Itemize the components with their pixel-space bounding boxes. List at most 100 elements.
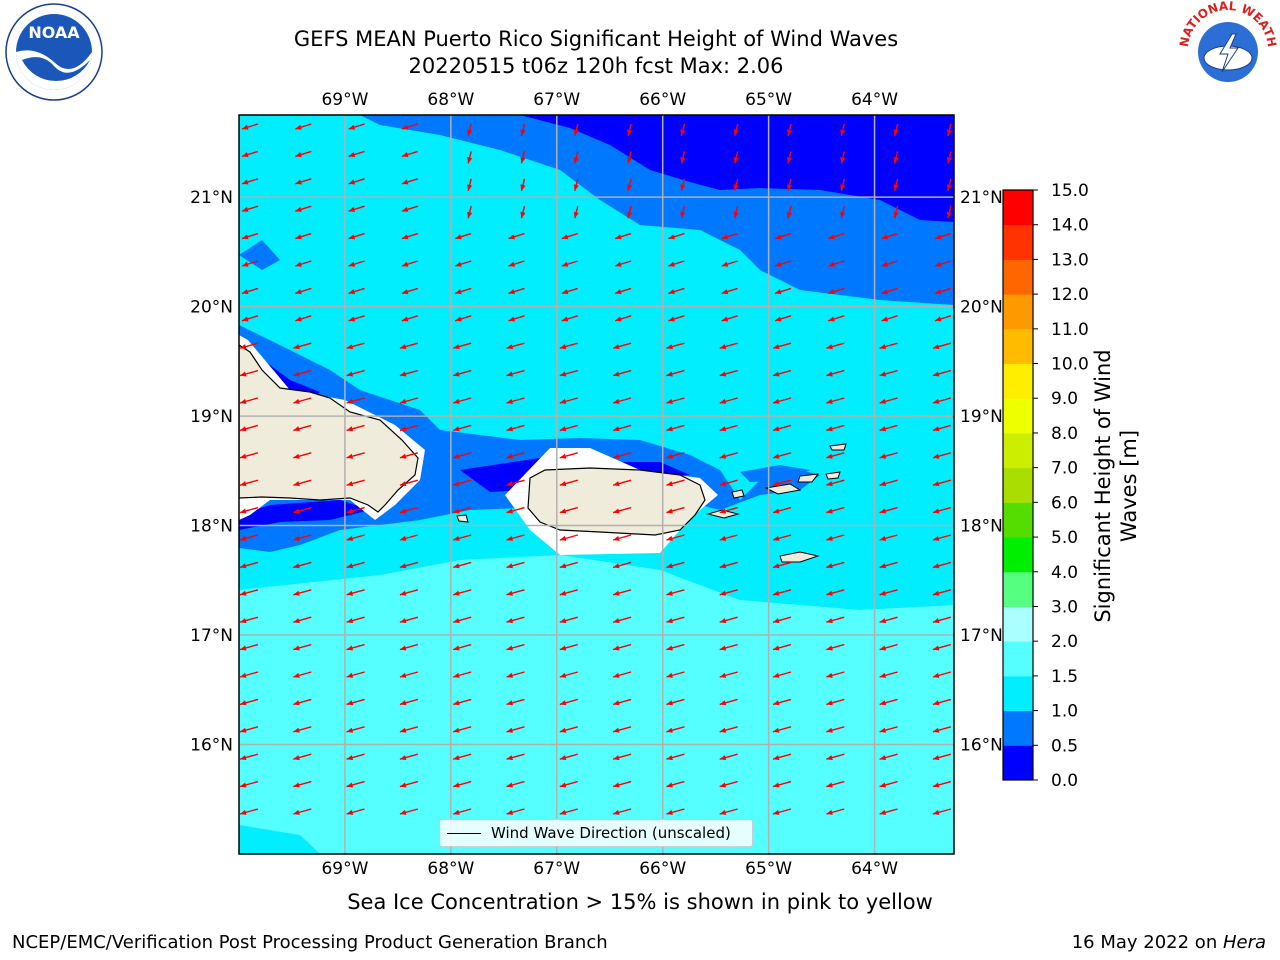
lat-label-right: 16°N (960, 736, 1003, 756)
wave-direction-arrow (453, 424, 472, 432)
wave-direction-arrow (241, 150, 259, 158)
land-virgin-islands (764, 483, 802, 495)
wave-direction-arrow (879, 780, 898, 788)
colorbar-swatch (1003, 675, 1033, 712)
wave-direction-arrow (293, 616, 312, 624)
wave-direction-arrow (399, 534, 419, 541)
lon-label-top: 67°W (533, 90, 580, 110)
lon-label-bottom: 65°W (745, 859, 792, 879)
wave-direction-arrow (772, 589, 792, 596)
wave-direction-arrow (559, 616, 578, 624)
wave-direction-arrow (241, 260, 259, 267)
wave-direction-arrow (826, 671, 845, 678)
wave-direction-arrow (506, 753, 525, 761)
wave-direction-arrow (733, 178, 739, 191)
wave-direction-arrow (879, 424, 898, 432)
wave-direction-arrow (559, 780, 578, 788)
wave-direction-arrow (826, 643, 845, 651)
wave-direction-arrow (627, 178, 633, 191)
wave-direction-arrow (239, 780, 259, 788)
wave-direction-arrow (932, 342, 952, 350)
colorbar-swatch (1003, 641, 1033, 677)
wave-direction-arrow (666, 561, 685, 569)
wave-direction-arrow (668, 315, 685, 322)
wave-direction-arrow (239, 616, 259, 624)
wave-direction-arrow (932, 424, 952, 432)
wave-direction-arrow (680, 151, 686, 164)
wave-direction-arrow (295, 123, 312, 130)
lon-label-bottom: 67°W (533, 859, 580, 879)
wave-direction-arrow (508, 315, 525, 322)
wave-direction-arrow (668, 260, 685, 267)
wave-direction-arrow (881, 232, 898, 240)
nws-logo: NATIONAL WEATHER SERVICE (1176, 0, 1279, 96)
wave-direction-arrow (934, 260, 952, 267)
wave-direction-arrow (399, 643, 419, 651)
wave-direction-arrow (879, 561, 898, 569)
wave-direction-arrow (826, 534, 845, 541)
wave-direction-arrow (932, 643, 952, 651)
wave-direction-arrow (453, 506, 472, 514)
colorbar-tick-label: 14.0 (1051, 216, 1089, 236)
wave-direction-arrow (453, 753, 472, 761)
wave-direction-arrow (719, 534, 738, 541)
wave-direction-arrow (772, 424, 792, 432)
wave-direction-arrow (612, 616, 632, 624)
wave-direction-arrow (293, 452, 312, 459)
wave-direction-arrow (840, 178, 846, 191)
wave-direction-arrow (879, 452, 898, 459)
wave-direction-arrow (879, 616, 898, 624)
wave-direction-arrow (893, 151, 899, 164)
wave-direction-arrow (666, 643, 685, 651)
wave-direction-arrow (295, 260, 312, 267)
wave-direction-arrow (826, 369, 845, 377)
wave-direction-arrow (612, 808, 632, 815)
wave-direction-arrow (932, 808, 952, 815)
svg-text:NOAA: NOAA (28, 23, 80, 42)
wave-direction-arrow (467, 206, 473, 219)
wave-direction-arrow (348, 150, 365, 158)
wave-direction-arrow (346, 808, 365, 815)
wave-direction-arrow (295, 150, 312, 158)
wave-direction-arrow (561, 232, 579, 240)
wave-direction-arrow (401, 315, 419, 322)
lon-label-bottom: 64°W (851, 859, 898, 879)
wave-direction-arrow (772, 643, 792, 651)
lat-label-left: 18°N (190, 517, 233, 537)
wave-direction-arrow (879, 369, 898, 377)
wave-direction-arrow (932, 616, 952, 624)
wave-direction-arrow (932, 671, 952, 678)
wave-direction-arrow (772, 397, 792, 404)
wave-direction-arrow (826, 424, 845, 432)
colorbar-swatch (1003, 328, 1033, 365)
wave-direction-arrow (293, 726, 312, 733)
wave-direction-arrow (559, 424, 578, 432)
wave-direction-arrow (733, 151, 739, 164)
lon-label-top: 68°W (427, 90, 474, 110)
colorbar-tick-label: 8.0 (1051, 424, 1078, 444)
wave-direction-arrow (612, 753, 632, 761)
wave-direction-arrow (772, 506, 792, 514)
wave-direction-arrow (666, 726, 685, 733)
wave-direction-arrow (399, 616, 419, 624)
wave-direction-arrow (666, 698, 685, 706)
wind-wave-direction-arrows (239, 123, 952, 815)
wave-direction-arrow (772, 698, 792, 706)
wave-direction-arrow (666, 424, 685, 432)
wave-direction-arrow (506, 589, 525, 596)
wave-direction-arrow (454, 287, 472, 295)
wave-direction-arrow (932, 698, 952, 706)
lat-label-right: 19°N (960, 407, 1003, 427)
wave-direction-arrow (666, 506, 685, 514)
wave-direction-arrow (401, 232, 419, 240)
wave-direction-arrow (399, 671, 419, 678)
wave-direction-arrow (772, 534, 792, 541)
map-area (239, 115, 954, 854)
wave-direction-arrow (719, 506, 738, 514)
wave-direction-arrow (840, 151, 846, 164)
wave-direction-arrow (786, 178, 792, 191)
wave-direction-arrow (932, 397, 952, 404)
wave-direction-arrow (828, 232, 845, 240)
wave-direction-arrow (826, 726, 845, 733)
wave-direction-arrow (612, 506, 632, 514)
